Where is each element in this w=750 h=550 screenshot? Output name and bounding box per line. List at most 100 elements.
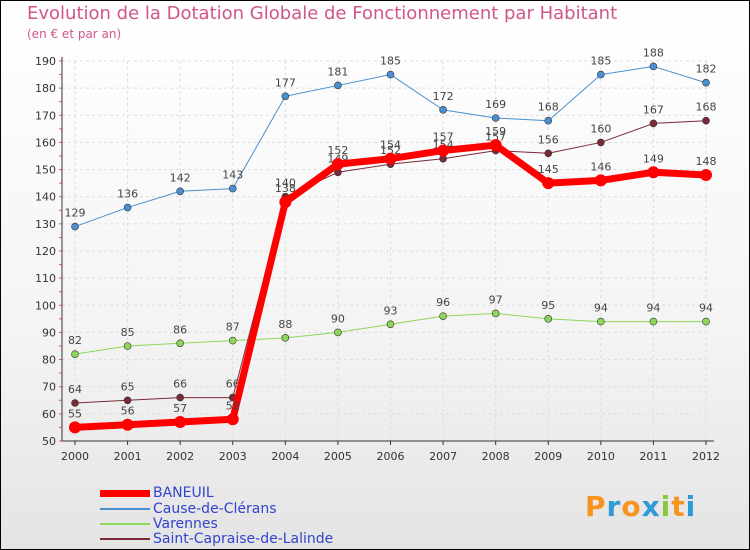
data-label-baneuil: 146	[590, 160, 611, 173]
data-label-saint-capraise-de-lalinde: 152	[380, 144, 401, 157]
data-label-cause-de-clerans: 172	[433, 90, 454, 103]
data-point-baneuil	[226, 413, 239, 426]
data-point-varennes	[334, 328, 342, 337]
data-label-cause-de-clerans: 185	[380, 55, 401, 68]
legend-item-saint-capraise: Saint-Capraise-de-Lalinde	[100, 531, 400, 548]
data-point-cause-de-clerans	[176, 187, 184, 196]
logo-letter: r	[606, 490, 622, 523]
data-point-varennes	[281, 334, 290, 342]
data-label-baneuil: 148	[696, 155, 717, 168]
data-label-baneuil: 138	[275, 182, 296, 195]
data-point-saint-capraise-de-lalinde	[544, 149, 553, 158]
y-tick-label: 180	[35, 82, 56, 95]
data-point-saint-capraise-de-lalinde	[176, 393, 184, 402]
data-label-saint-capraise-de-lalinde: 66	[226, 378, 240, 391]
data-label-varennes: 82	[68, 334, 82, 347]
data-label-baneuil: 152	[327, 144, 348, 157]
data-point-baneuil	[647, 166, 660, 179]
data-point-cause-de-clerans	[123, 203, 132, 212]
data-label-varennes: 90	[331, 312, 345, 325]
data-label-varennes: 97	[489, 293, 503, 306]
legend-label: Varennes	[153, 516, 218, 532]
x-tick-label: 2008	[482, 450, 510, 463]
data-point-baneuil	[542, 177, 555, 190]
x-tick-label: 2010	[587, 450, 615, 463]
y-tick-label: 70	[42, 381, 56, 394]
data-label-baneuil: 55	[68, 407, 82, 420]
y-tick-label: 90	[42, 326, 56, 339]
data-point-cause-de-clerans	[439, 106, 447, 114]
data-point-cause-de-clerans	[544, 116, 553, 125]
data-label-saint-capraise-de-lalinde: 160	[590, 122, 611, 135]
data-label-baneuil: 159	[485, 125, 506, 138]
data-point-baneuil	[437, 144, 450, 157]
data-point-varennes	[702, 317, 710, 326]
data-point-baneuil	[69, 421, 81, 434]
data-label-cause-de-clerans: 168	[538, 101, 559, 114]
data-label-varennes: 95	[541, 299, 555, 312]
legend-swatch	[100, 489, 150, 497]
logo-letter: o	[621, 490, 642, 523]
x-tick-label: 2011	[639, 450, 667, 463]
logo-letter: x	[641, 490, 661, 523]
y-tick-label: 80	[42, 354, 56, 367]
data-point-baneuil	[174, 416, 187, 428]
data-label-varennes: 85	[121, 326, 135, 339]
y-tick-label: 60	[42, 408, 56, 421]
data-label-baneuil: 57	[173, 402, 187, 415]
logo-letter: P	[585, 490, 607, 523]
data-point-cause-de-clerans	[228, 184, 237, 193]
proxiti-logo: Proxiti	[585, 490, 696, 523]
chart-title: Evolution de la Dotation Globale de Fonc…	[27, 3, 618, 24]
data-label-cause-de-clerans: 185	[590, 55, 611, 68]
data-label-baneuil: 154	[380, 139, 401, 152]
legend-swatch	[100, 523, 150, 525]
data-point-saint-capraise-de-lalinde	[649, 119, 658, 128]
data-point-varennes	[544, 315, 553, 323]
data-point-baneuil	[331, 158, 344, 171]
chart-subtitle: (en € et par an)	[27, 27, 122, 41]
legend-item-varennes: Varennes	[100, 516, 400, 533]
data-label-baneuil: 145	[538, 163, 559, 176]
data-point-varennes	[491, 309, 500, 318]
data-label-saint-capraise-de-lalinde: 156	[538, 133, 559, 146]
data-point-varennes	[597, 317, 605, 326]
legend-item-baneuil: BANEUIL	[100, 485, 400, 502]
data-point-saint-capraise-de-lalinde	[71, 399, 79, 407]
data-point-baneuil	[121, 418, 134, 431]
data-point-baneuil	[594, 174, 607, 187]
data-label-saint-capraise-de-lalinde: 167	[643, 103, 664, 116]
data-point-cause-de-clerans	[281, 92, 290, 101]
data-label-baneuil: 157	[433, 131, 454, 144]
data-point-varennes	[176, 339, 184, 348]
data-label-saint-capraise-de-lalinde: 65	[121, 380, 135, 393]
data-point-baneuil	[384, 152, 397, 165]
x-tick-label: 2005	[324, 450, 352, 463]
data-label-cause-de-clerans: 129	[65, 207, 86, 220]
data-label-cause-de-clerans: 177	[275, 76, 296, 89]
data-point-cause-de-clerans	[386, 70, 395, 79]
data-point-cause-de-clerans	[491, 114, 500, 122]
data-label-varennes: 94	[646, 302, 660, 315]
data-label-saint-capraise-de-lalinde: 64	[68, 383, 82, 396]
legend-swatch	[100, 538, 150, 540]
data-point-varennes	[71, 350, 79, 358]
legend-item-cause-de-clerans: Cause-de-Clérans	[100, 501, 400, 518]
logo-letter: i	[660, 490, 672, 523]
y-tick-label: 100	[35, 299, 56, 312]
data-point-cause-de-clerans	[597, 70, 605, 79]
data-label-varennes: 96	[436, 296, 450, 309]
y-tick-label: 50	[42, 435, 56, 448]
data-point-varennes	[439, 312, 447, 320]
data-point-baneuil	[489, 139, 502, 152]
data-point-varennes	[649, 317, 658, 326]
x-tick-label: 2001	[114, 450, 142, 463]
logo-letter: t	[671, 490, 686, 523]
data-label-baneuil: 58	[226, 399, 240, 412]
data-label-cause-de-clerans: 136	[117, 188, 138, 201]
data-point-varennes	[123, 342, 132, 350]
data-point-baneuil	[700, 169, 712, 181]
data-label-cause-de-clerans: 188	[643, 46, 664, 59]
